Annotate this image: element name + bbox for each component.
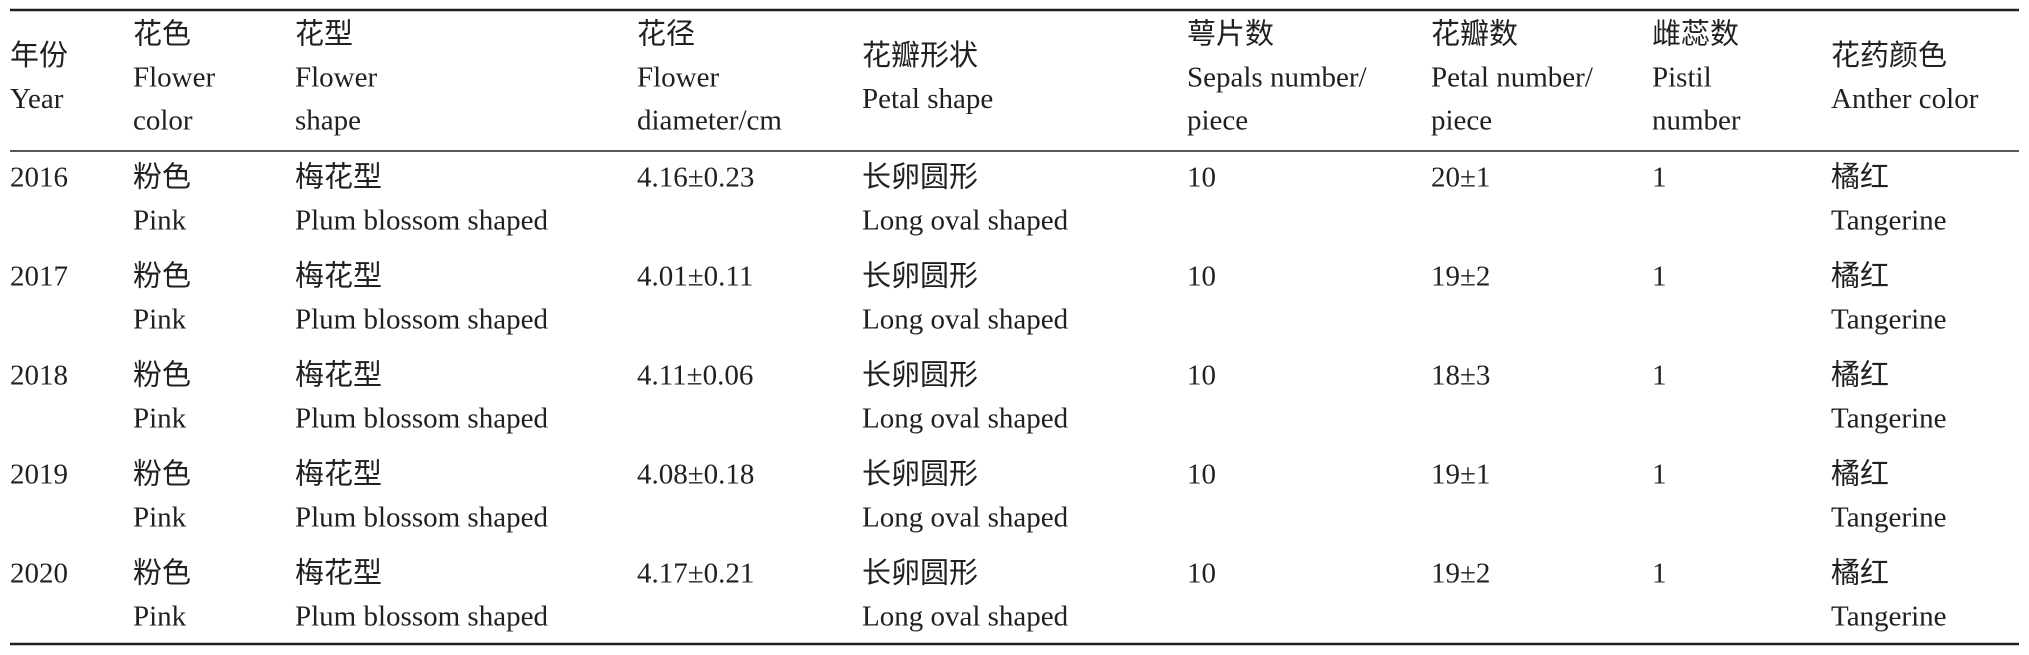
cell-text: 1 <box>1652 162 1667 194</box>
cell-text: 橘红 <box>1831 557 1889 590</box>
cell-text: Tangerine <box>1831 601 1947 633</box>
header-text: shape <box>295 105 361 137</box>
cell-text: 2019 <box>10 459 68 491</box>
cell-text: Long oval shaped <box>862 601 1069 633</box>
header-text: 花瓣数 <box>1431 18 1518 51</box>
header-text: 雌蕊数 <box>1652 18 1739 51</box>
cell-text: 10 <box>1187 459 1216 491</box>
cell-text: Plum blossom shaped <box>295 502 548 534</box>
cell-text: 粉色 <box>133 359 191 392</box>
cell-text: Long oval shaped <box>862 205 1069 237</box>
header-text: 花瓣形状 <box>862 39 978 72</box>
cell-text: 19±2 <box>1431 261 1490 293</box>
cell-text: Plum blossom shaped <box>295 205 548 237</box>
header-text: Anther color <box>1831 83 1979 115</box>
cell-text: 2017 <box>10 261 68 293</box>
cell-text: 橘红 <box>1831 359 1889 392</box>
cell-text: Plum blossom shaped <box>295 304 548 336</box>
cell-text: 长卵圆形 <box>862 161 978 194</box>
cell-text: 4.16±0.23 <box>637 162 754 194</box>
cell-text: 梅花型 <box>295 161 382 194</box>
header-text: 年份 <box>10 39 68 72</box>
cell-text: 2016 <box>10 162 68 194</box>
cell-text: 梅花型 <box>295 260 382 293</box>
header-text: 花型 <box>295 18 353 51</box>
cell-text: 10 <box>1187 360 1216 392</box>
cell-text: Tangerine <box>1831 205 1947 237</box>
cell-text: Pink <box>133 304 187 336</box>
cell-text: 18±3 <box>1431 360 1490 392</box>
cell-text: Pink <box>133 601 187 633</box>
cell-text: Long oval shaped <box>862 304 1069 336</box>
cell-text: Tangerine <box>1831 403 1947 435</box>
cell-text: 4.01±0.11 <box>637 261 753 293</box>
cell-text: Long oval shaped <box>862 502 1069 534</box>
header-text: Flower <box>637 62 720 94</box>
cell-text: 2018 <box>10 360 68 392</box>
cell-text: 1 <box>1652 360 1667 392</box>
cell-text: Tangerine <box>1831 502 1947 534</box>
cell-text: 4.17±0.21 <box>637 558 754 590</box>
cell-text: Pink <box>133 205 187 237</box>
header-text: Petal number/ <box>1431 62 1594 94</box>
header-text: piece <box>1431 105 1492 137</box>
cell-text: 橘红 <box>1831 458 1889 491</box>
cell-text: 1 <box>1652 261 1667 293</box>
cell-text: Long oval shaped <box>862 403 1069 435</box>
cell-text: Plum blossom shaped <box>295 601 548 633</box>
cell-text: 19±1 <box>1431 459 1490 491</box>
cell-text: 10 <box>1187 162 1216 194</box>
cell-text: Pink <box>133 403 187 435</box>
header-text: 花径 <box>637 18 695 51</box>
header-text: Petal shape <box>862 83 993 115</box>
cell-text: 粉色 <box>133 161 191 194</box>
cell-text: 橘红 <box>1831 260 1889 293</box>
cell-text: 橘红 <box>1831 161 1889 194</box>
header-text: Flower <box>295 62 378 94</box>
cell-text: 2020 <box>10 558 68 590</box>
header-text: Year <box>10 83 64 115</box>
cell-text: 1 <box>1652 459 1667 491</box>
cell-text: 长卵圆形 <box>862 359 978 392</box>
header-text: 花药颜色 <box>1831 39 1947 72</box>
cell-text: 20±1 <box>1431 162 1490 194</box>
cell-text: 4.11±0.06 <box>637 360 753 392</box>
header-text: diameter/cm <box>637 105 782 137</box>
cell-text: 长卵圆形 <box>862 557 978 590</box>
cell-text: 19±2 <box>1431 558 1490 590</box>
header-text: number <box>1652 105 1741 137</box>
cell-text: Plum blossom shaped <box>295 403 548 435</box>
cell-text: 梅花型 <box>295 359 382 392</box>
cell-text: 梅花型 <box>295 458 382 491</box>
cell-text: Tangerine <box>1831 304 1947 336</box>
header-text: piece <box>1187 105 1248 137</box>
cell-text: 长卵圆形 <box>862 458 978 491</box>
cell-text: Pink <box>133 502 187 534</box>
header-text: Sepals number/ <box>1187 62 1368 94</box>
cell-text: 粉色 <box>133 260 191 293</box>
cell-text: 10 <box>1187 261 1216 293</box>
cell-text: 粉色 <box>133 557 191 590</box>
cell-text: 1 <box>1652 558 1667 590</box>
header-text: Pistil <box>1652 62 1712 94</box>
cell-text: 10 <box>1187 558 1216 590</box>
header-text: Flower <box>133 62 216 94</box>
cell-text: 梅花型 <box>295 557 382 590</box>
cell-text: 粉色 <box>133 458 191 491</box>
header-text: 萼片数 <box>1187 18 1274 51</box>
cell-text: 长卵圆形 <box>862 260 978 293</box>
header-text: color <box>133 105 193 137</box>
cell-text: 4.08±0.18 <box>637 459 754 491</box>
header-text: 花色 <box>133 18 191 51</box>
